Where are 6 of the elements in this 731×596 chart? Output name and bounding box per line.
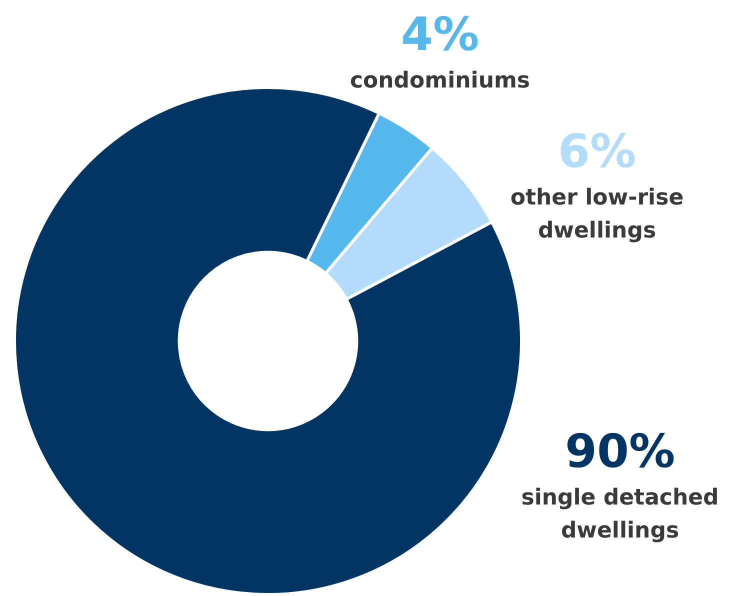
slice-label: other low-rise dwellings: [510, 186, 684, 244]
slice-label: single detached dwellings: [521, 486, 719, 544]
data-label: 4%: [400, 6, 480, 61]
slice-label: condominiums: [350, 68, 530, 94]
data-label: 6%: [558, 124, 636, 178]
data-label: 90%: [564, 424, 676, 478]
